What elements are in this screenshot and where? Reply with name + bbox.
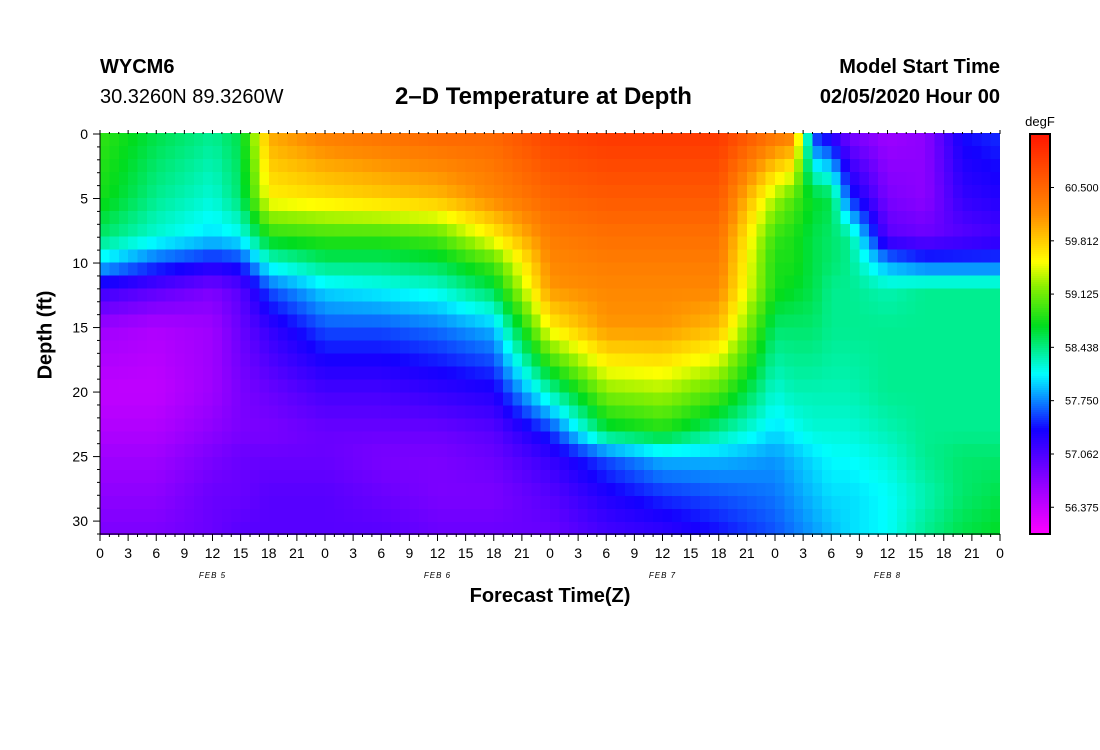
x-tick-label: 3 xyxy=(799,545,807,561)
x-axis-label: Forecast Time(Z) xyxy=(469,585,631,607)
x-tick-label: 12 xyxy=(655,545,671,561)
y-tick-label: 0 xyxy=(80,126,88,142)
station-id: WYCM6 xyxy=(100,56,175,78)
x-tick-label: 15 xyxy=(908,545,924,561)
y-tick-label: 20 xyxy=(72,384,88,400)
colorbar-tick-label: 57.750 xyxy=(1065,396,1099,408)
colorbar-unit: degF xyxy=(1025,114,1055,129)
x-tick-label: 9 xyxy=(405,545,413,561)
x-tick-label: 21 xyxy=(964,545,980,561)
x-tick-label: 9 xyxy=(855,545,863,561)
x-tick-label: 12 xyxy=(205,545,221,561)
x-tick-label: 0 xyxy=(771,545,779,561)
x-tick-label: 3 xyxy=(349,545,357,561)
x-tick-label: 0 xyxy=(996,545,1004,561)
date-label: FEB 7 xyxy=(649,571,676,580)
x-tick-label: 18 xyxy=(261,545,277,561)
x-tick-label: 12 xyxy=(880,545,896,561)
x-tick-label: 21 xyxy=(289,545,305,561)
colorbar-tick-label: 56.375 xyxy=(1065,502,1099,514)
x-tick-label: 12 xyxy=(430,545,446,561)
x-tick-label: 6 xyxy=(827,545,835,561)
x-tick-label: 3 xyxy=(124,545,132,561)
y-tick-label: 5 xyxy=(80,191,88,207)
x-tick-label: 9 xyxy=(630,545,638,561)
date-label: FEB 6 xyxy=(424,571,451,580)
x-tick-label: 21 xyxy=(514,545,530,561)
x-tick-label: 18 xyxy=(711,545,727,561)
colorbar-tick-label: 59.812 xyxy=(1065,236,1099,248)
chart-title: 2–D Temperature at Depth xyxy=(395,83,692,110)
y-tick-label: 30 xyxy=(72,513,88,529)
x-tick-label: 15 xyxy=(683,545,699,561)
colorbar-tick-label: 60.500 xyxy=(1065,182,1099,194)
x-tick-label: 0 xyxy=(321,545,329,561)
colorbar-tick-label: 57.062 xyxy=(1065,449,1099,461)
station-coordinates: 30.3260N 89.3260W xyxy=(100,86,284,108)
date-label: FEB 5 xyxy=(199,571,226,580)
y-tick-label: 15 xyxy=(72,320,88,336)
x-tick-label: 15 xyxy=(233,545,249,561)
model-start-value: 02/05/2020 Hour 00 xyxy=(819,86,1000,108)
x-tick-label: 0 xyxy=(96,545,104,561)
x-tick-label: 9 xyxy=(180,545,188,561)
temperature-heatmap xyxy=(100,133,1000,535)
y-tick-label: 25 xyxy=(72,449,88,465)
x-tick-label: 18 xyxy=(936,545,952,561)
colorbar-gradient xyxy=(1030,134,1050,534)
x-tick-label: 3 xyxy=(574,545,582,561)
model-start-label: Model Start Time xyxy=(839,56,1000,78)
x-tick-label: 6 xyxy=(152,545,160,561)
x-tick-label: 0 xyxy=(546,545,554,561)
x-tick-label: 6 xyxy=(377,545,385,561)
date-label: FEB 8 xyxy=(874,571,901,580)
x-tick-label: 15 xyxy=(458,545,474,561)
x-tick-label: 18 xyxy=(486,545,502,561)
x-tick-label: 21 xyxy=(739,545,755,561)
colorbar-tick-label: 58.438 xyxy=(1065,342,1099,354)
y-axis-label: Depth (ft) xyxy=(34,290,57,380)
colorbar-frame xyxy=(1029,133,1051,535)
x-tick-label: 6 xyxy=(602,545,610,561)
colorbar-tick-label: 59.125 xyxy=(1065,289,1099,301)
y-tick-label: 10 xyxy=(72,255,88,271)
